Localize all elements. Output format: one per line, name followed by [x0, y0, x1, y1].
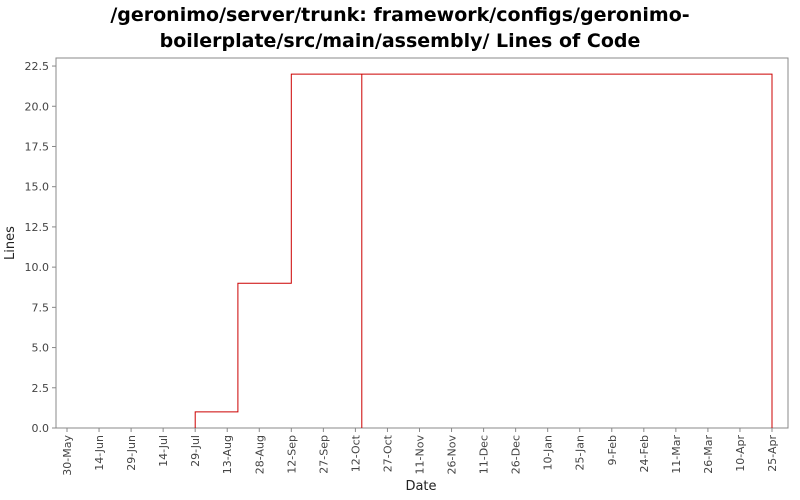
series-layer — [194, 73, 773, 428]
x-tick-label: 24-Feb — [638, 435, 651, 472]
chart-title-line-2: boilerplate/src/main/assembly/ Lines of … — [159, 30, 641, 52]
x-tick-label: 11-Dec — [478, 435, 491, 474]
x-tick-label: 14-Jul — [157, 435, 170, 467]
x-tick-label: 10-Jan — [542, 435, 555, 471]
x-tick-label: 26-Nov — [446, 435, 459, 475]
x-tick-label: 13-Aug — [221, 435, 234, 474]
x-tick-label: 11-Nov — [414, 435, 427, 475]
x-axis-title: Date — [405, 479, 436, 494]
x-tick-label: 25-Jan — [574, 435, 587, 471]
y-tick-label: 12.5 — [25, 221, 50, 234]
y-tick-label: 2.5 — [32, 382, 50, 395]
chart-title-line-1: /geronimo/server/trunk: framework/config… — [110, 4, 690, 26]
y-tick-label: 10.0 — [25, 261, 50, 274]
y-tick-label: 15.0 — [25, 181, 50, 194]
x-tick-label: 29-Jun — [125, 435, 138, 471]
x-tick-label: 25-Apr — [766, 435, 779, 472]
y-tick-label: 0.0 — [32, 422, 50, 435]
y-axis: 0.0 2.5 5.0 7.5 10.0 12.5 15.0 17.5 20.0 22.5 — [25, 60, 56, 435]
x-tick-label: 9-Feb — [606, 435, 619, 465]
y-tick-label: 5.0 — [32, 342, 50, 355]
x-tick-label: 29-Jul — [189, 435, 202, 467]
x-tick-label: 27-Sep — [317, 435, 330, 474]
x-axis: 30-May 14-Jun 29-Jun 14-Jul 29-Jul 13-Aug 28-A… — [61, 428, 779, 476]
x-tick-label: 27-Oct — [381, 434, 394, 472]
chart-title: /geronimo/server/trunk: framework/config… — [0, 2, 800, 54]
x-tick-label: 11-Mar — [670, 435, 683, 474]
plot-frame — [55, 57, 789, 429]
x-tick-label: 30-May — [61, 435, 74, 476]
x-tick-label: 28-Aug — [253, 435, 266, 474]
series-line-0 — [194, 73, 773, 428]
x-tick-label: 26-Dec — [510, 435, 523, 474]
x-tick-label: 26-Mar — [702, 435, 715, 474]
x-tick-label: 12-Oct — [349, 434, 362, 472]
y-tick-label: 22.5 — [25, 60, 50, 73]
y-tick-label: 7.5 — [32, 301, 50, 314]
y-axis-title: Lines — [3, 226, 18, 260]
x-tick-label: 12-Sep — [285, 435, 298, 474]
y-tick-label: 17.5 — [25, 140, 50, 153]
x-tick-label: 14-Jun — [93, 435, 106, 471]
x-tick-label: 10-Apr — [734, 435, 747, 472]
y-tick-label: 20.0 — [25, 100, 50, 113]
